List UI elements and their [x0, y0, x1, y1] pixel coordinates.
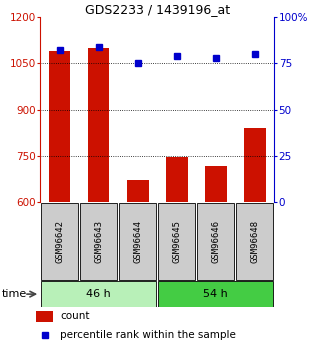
Bar — [41, 203, 78, 280]
Bar — [205, 166, 227, 202]
Bar — [41, 281, 156, 307]
Bar — [236, 203, 273, 280]
Text: GSM96642: GSM96642 — [55, 220, 64, 263]
Text: GSM96643: GSM96643 — [94, 220, 103, 263]
Bar — [127, 180, 149, 202]
Bar — [158, 281, 273, 307]
Bar — [49, 51, 70, 202]
Text: percentile rank within the sample: percentile rank within the sample — [60, 330, 236, 340]
Text: 46 h: 46 h — [86, 289, 111, 299]
Bar — [166, 157, 187, 202]
Bar — [36, 310, 53, 322]
Title: GDS2233 / 1439196_at: GDS2233 / 1439196_at — [85, 3, 230, 16]
Bar — [197, 203, 234, 280]
Bar — [119, 203, 156, 280]
Text: GSM96644: GSM96644 — [133, 220, 142, 263]
Text: GSM96645: GSM96645 — [172, 220, 181, 263]
Text: time: time — [1, 289, 27, 299]
Text: 54 h: 54 h — [204, 289, 228, 299]
Bar — [158, 203, 195, 280]
Bar — [88, 48, 109, 202]
Bar — [244, 128, 266, 202]
Bar — [80, 203, 117, 280]
Text: count: count — [60, 312, 90, 322]
Text: GSM96648: GSM96648 — [250, 220, 259, 263]
Text: GSM96646: GSM96646 — [211, 220, 221, 263]
